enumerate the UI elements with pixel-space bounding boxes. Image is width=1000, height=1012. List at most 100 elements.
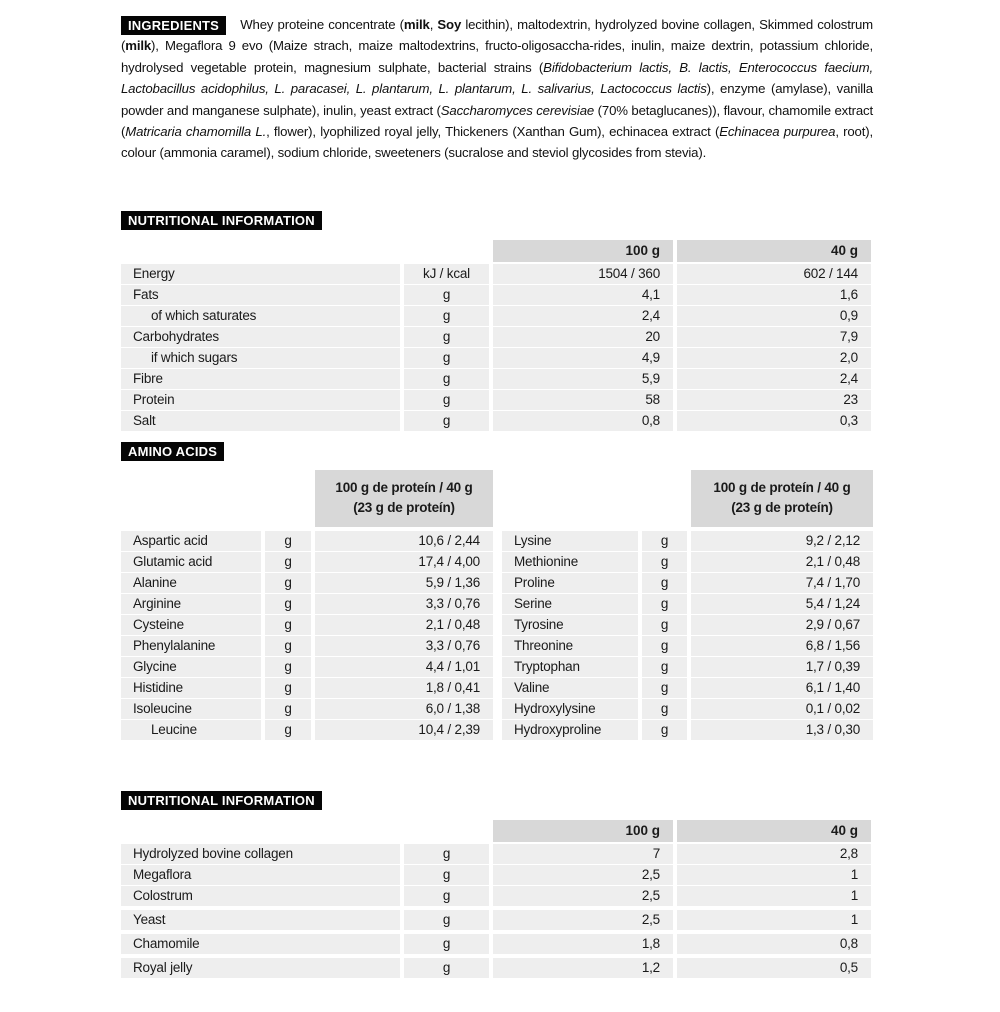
row-label: Energy <box>121 264 400 284</box>
row-value-40g: 0,5 <box>677 958 871 978</box>
row-value-100g: 2,5 <box>493 865 673 885</box>
row-label: Glutamic acid <box>121 552 261 572</box>
row-unit: g <box>642 552 687 572</box>
table-row: Leucine g 10,4 / 2,39 <box>121 720 493 740</box>
ingredient-text-segment: milk <box>125 38 152 54</box>
table-row: Salt g 0,8 0,3 <box>121 411 873 431</box>
ingredient-text-segment: Saccharomyces cerevisiae <box>440 102 595 118</box>
table-row: Tryptophan g 1,7 / 0,39 <box>502 657 873 677</box>
header-spacer <box>404 820 489 842</box>
row-value-100g: 58 <box>493 390 673 410</box>
row-value: 17,4 / 4,00 <box>315 552 493 572</box>
row-label: Tryptophan <box>502 657 638 677</box>
ingredient-text-segment: Bifidobacterium lactis, B. lactis, Enter… <box>121 59 873 97</box>
row-label: Lysine <box>502 531 638 551</box>
table-row: Hydroxylysine g 0,1 / 0,02 <box>502 699 873 719</box>
row-label: Hydrolyzed bovine collagen <box>121 844 400 864</box>
table-row: of which saturates g 2,4 0,9 <box>121 306 873 326</box>
table-header-row: 100 g 40 g <box>121 820 873 842</box>
ingredient-text-segment: , flower), lyophilized royal jelly, Thic… <box>266 124 720 140</box>
table-row: if which sugars g 4,9 2,0 <box>121 348 873 368</box>
nutrition-table-2: 100 g 40 g Hydrolyzed bovine collagen g 7 2… <box>121 820 873 978</box>
row-value-40g: 0,8 <box>677 934 871 954</box>
row-value: 5,9 / 1,36 <box>315 573 493 593</box>
row-value: 10,6 / 2,44 <box>315 531 493 551</box>
section-label-nutritional-information-1: NUTRITIONAL INFORMATION <box>121 211 322 230</box>
amino-table-left: 100 g de proteín / 40 g (23 g de proteín… <box>121 470 493 741</box>
section-label-nutritional-information-2: NUTRITIONAL INFORMATION <box>121 791 322 810</box>
table-row: Glutamic acid g 17,4 / 4,00 <box>121 552 493 572</box>
table-row: Hydrolyzed bovine collagen g 7 2,8 <box>121 844 873 864</box>
row-value-40g: 1 <box>677 910 871 930</box>
row-unit: g <box>404 306 489 326</box>
row-label: Salt <box>121 411 400 431</box>
header-spacer <box>502 470 638 492</box>
ingredient-text-segment: ), Megaflora 9 evo (Maize strach, maize … <box>121 38 873 75</box>
row-value-100g: 1,2 <box>493 958 673 978</box>
row-unit: g <box>265 615 311 635</box>
header-spacer <box>642 470 687 492</box>
ingredient-text-segment: Soy <box>437 17 462 32</box>
row-label: if which sugars <box>121 348 400 368</box>
row-value: 1,7 / 0,39 <box>691 657 873 677</box>
row-value: 4,4 / 1,01 <box>315 657 493 677</box>
amino-col-header: 100 g de proteín / 40 g (23 g de proteín… <box>315 470 493 527</box>
row-unit: g <box>404 285 489 305</box>
page-content: INGREDIENTS Whey proteine concentrate (m… <box>121 14 873 979</box>
row-label: Arginine <box>121 594 261 614</box>
table-header-row: 100 g 40 g <box>121 240 873 262</box>
row-unit: g <box>404 348 489 368</box>
row-unit: g <box>404 411 489 431</box>
row-unit: g <box>642 594 687 614</box>
table-row: Chamomile g 1,8 0,8 <box>121 934 873 954</box>
row-value: 0,1 / 0,02 <box>691 699 873 719</box>
header-spacer <box>121 470 261 492</box>
row-unit: g <box>265 552 311 572</box>
row-value: 3,3 / 0,76 <box>315 594 493 614</box>
table-row: Threonine g 6,8 / 1,56 <box>502 636 873 656</box>
row-label: Cysteine <box>121 615 261 635</box>
row-unit: g <box>265 699 311 719</box>
col-header-40g: 40 g <box>677 820 871 842</box>
amino-header-line1: 100 g de proteín / 40 g <box>713 480 851 495</box>
nutrition-table-1: 100 g 40 g Energy kJ / kcal 1504 / 360 602 … <box>121 240 873 431</box>
row-label: Aspartic acid <box>121 531 261 551</box>
table-row: Colostrum g 2,5 1 <box>121 886 873 906</box>
table-row: Tyrosine g 2,9 / 0,67 <box>502 615 873 635</box>
ingredients-section-label: INGREDIENTS <box>121 16 227 35</box>
row-label: Glycine <box>121 657 261 677</box>
table-row: Royal jelly g 1,2 0,5 <box>121 958 873 978</box>
row-unit: g <box>642 531 687 551</box>
row-value-100g: 20 <box>493 327 673 347</box>
table-row: Methionine g 2,1 / 0,48 <box>502 552 873 572</box>
table-row: Yeast g 2,5 1 <box>121 910 873 930</box>
col-header-100g: 100 g <box>493 820 673 842</box>
table-row: Arginine g 3,3 / 0,76 <box>121 594 493 614</box>
table-row: Alanine g 5,9 / 1,36 <box>121 573 493 593</box>
row-label: Colostrum <box>121 886 400 906</box>
row-unit: g <box>642 636 687 656</box>
row-value-40g: 0,9 <box>677 306 871 326</box>
row-value: 10,4 / 2,39 <box>315 720 493 740</box>
header-spacer <box>265 470 311 492</box>
row-value-100g: 1,8 <box>493 934 673 954</box>
table-row: Histidine g 1,8 / 0,41 <box>121 678 493 698</box>
row-unit: g <box>642 699 687 719</box>
table-body: Aspartic acid g 10,6 / 2,44 Glutamic acid g 1… <box>121 531 493 740</box>
table-row: Hydroxyproline g 1,3 / 0,30 <box>502 720 873 740</box>
row-unit: g <box>265 594 311 614</box>
section-label-amino-acids: AMINO ACIDS <box>121 442 225 461</box>
row-value: 7,4 / 1,70 <box>691 573 873 593</box>
row-value-100g: 2,5 <box>493 910 673 930</box>
table-row: Proline g 7,4 / 1,70 <box>502 573 873 593</box>
col-header-100g: 100 g <box>493 240 673 262</box>
row-value-100g: 7 <box>493 844 673 864</box>
row-value-100g: 5,9 <box>493 369 673 389</box>
table-row: Serine g 5,4 / 1,24 <box>502 594 873 614</box>
table-row: Fats g 4,1 1,6 <box>121 285 873 305</box>
amino-header-line2: (23 g de proteín) <box>353 500 455 515</box>
row-value: 5,4 / 1,24 <box>691 594 873 614</box>
row-value: 6,0 / 1,38 <box>315 699 493 719</box>
row-unit: g <box>265 636 311 656</box>
